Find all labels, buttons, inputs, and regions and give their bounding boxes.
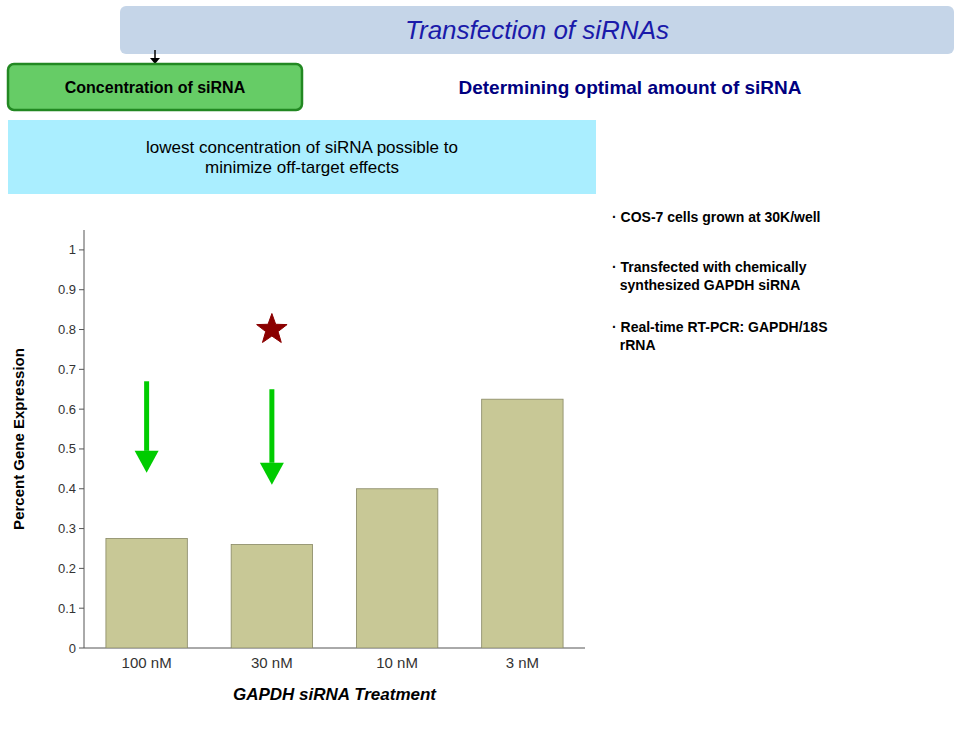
y-tick (79, 488, 84, 489)
box-label: Concentration of siRNA (65, 79, 246, 96)
y-tick (79, 568, 84, 569)
y-tick (79, 648, 84, 649)
y-tick (79, 409, 84, 410)
y-tick (79, 448, 84, 449)
y-tick-label: 1 (69, 242, 76, 257)
arrow-shaft (144, 381, 149, 451)
bullet: · COS-7 cells grown at 30K/well (612, 209, 821, 225)
note-text: lowest concentration of siRNA possible t… (146, 138, 458, 177)
bar (231, 544, 312, 648)
y-tick-label: 0.1 (58, 601, 76, 616)
y-tick (79, 608, 84, 609)
y-tick-label: 0.2 (58, 561, 76, 576)
y-tick-label: 0.7 (58, 362, 76, 377)
text-line: synthesized GAPDH siRNA (612, 277, 800, 293)
header-band (120, 6, 954, 54)
bullet: · Real-time RT-PCR: GAPDH/18S rRNA (612, 319, 827, 353)
y-tick-label: 0.8 (58, 322, 76, 337)
y-tick-label: 0.6 (58, 402, 76, 417)
x-tick-label: 3 nM (506, 654, 539, 671)
text-line: Concentration of siRNA (65, 79, 246, 96)
axes: 0 0.1 0.2 0.3 0.4 0.5 0.6 0.7 0.8 0.9 1 100 nM 30 nM… (58, 230, 585, 671)
y-tick (79, 369, 84, 370)
heading: Determining optimal amount of siRNA (458, 77, 801, 98)
x-tick-label: 10 nM (376, 654, 418, 671)
y-tick (79, 249, 84, 250)
concentration-box (8, 64, 302, 110)
bar (356, 489, 437, 648)
bar (482, 399, 563, 648)
bullet: · Transfected with chemically synthesize… (612, 259, 807, 293)
text-line: · Transfected with chemically (612, 259, 807, 275)
y-axis-label: Percent Gene Expression (10, 348, 27, 530)
y-tick-label: 0.9 (58, 282, 76, 297)
plot-area (106, 314, 563, 648)
x-axis-label: GAPDH siRNA Treatment (233, 685, 437, 704)
y-tick (79, 329, 84, 330)
bar (106, 539, 187, 648)
text-line: · Real-time RT-PCR: GAPDH/18S (612, 319, 827, 335)
arrow (260, 389, 284, 485)
chart: Transfection of siRNAs Concentration of s… (0, 0, 960, 729)
text-line: lowest concentration of siRNA possible t… (146, 138, 458, 157)
y-tick (79, 289, 84, 290)
arrow-head (260, 463, 284, 485)
y-tick (79, 528, 84, 529)
x-tick-label: 30 nM (251, 654, 293, 671)
text-line: Determining optimal amount of siRNA (458, 77, 801, 98)
note-box (8, 120, 596, 194)
text-line: · COS-7 cells grown at 30K/well (612, 209, 821, 225)
text-line: minimize off-target effects (205, 158, 399, 177)
x-tick-label: 100 nM (122, 654, 172, 671)
y-tick-label: 0 (69, 641, 76, 656)
title: Transfection of siRNAs (405, 15, 669, 45)
star-marker (257, 314, 287, 343)
y-tick-label: 0.5 (58, 441, 76, 456)
y-tick-label: 0.3 (58, 521, 76, 536)
text-line: rRNA (612, 337, 656, 353)
y-tick-label: 0.4 (58, 481, 76, 496)
y-axis-line (84, 230, 85, 648)
arrow (135, 381, 159, 473)
arrow-head (135, 451, 159, 473)
arrow-shaft (269, 389, 274, 463)
